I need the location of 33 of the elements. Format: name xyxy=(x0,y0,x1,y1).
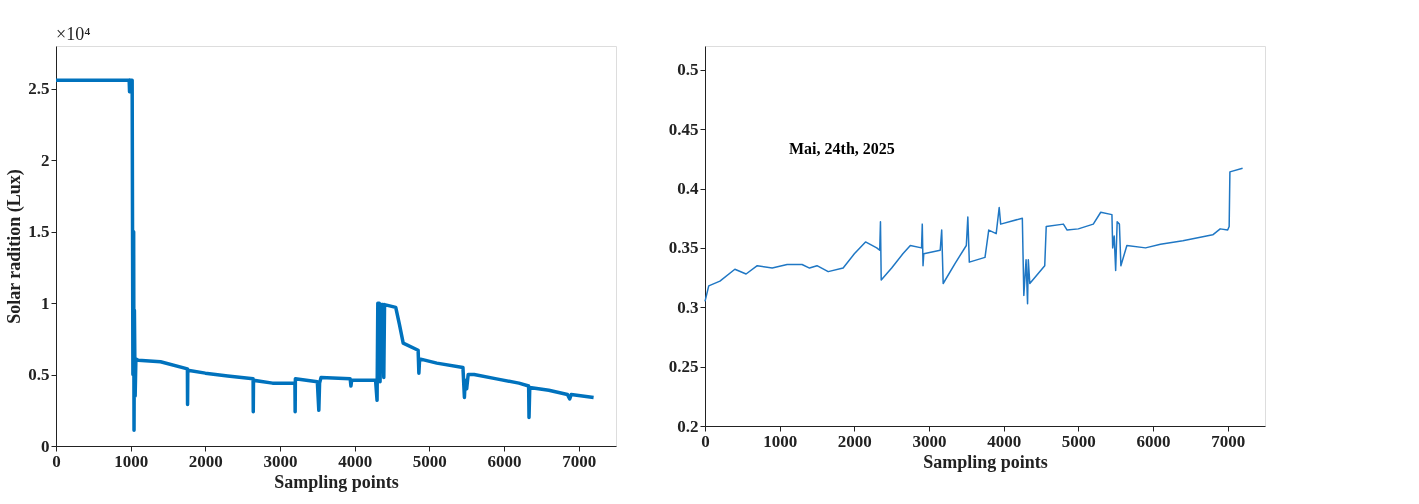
x-axis-title: Sampling points xyxy=(923,451,1048,472)
x-tick-label: 2000 xyxy=(837,431,872,451)
x-tick-label: 1000 xyxy=(763,431,798,451)
y-tick-label: 1 xyxy=(41,293,50,313)
y-tick-label: 0.4 xyxy=(677,179,699,198)
x-tick-label: 7000 xyxy=(562,451,597,471)
text: ×10⁴ xyxy=(56,24,91,44)
y-tick-label: 1.5 xyxy=(28,222,50,242)
x-tick-label: 2000 xyxy=(188,451,223,471)
x-tick-label: 3000 xyxy=(263,451,298,471)
x-tick-label: 5000 xyxy=(1061,431,1096,451)
x-axis-title: Sampling points xyxy=(274,471,399,492)
x-tick-label: 6000 xyxy=(487,451,522,471)
x-tick-label: 6000 xyxy=(1136,431,1171,451)
annotation: Mai, 24th, 2025 xyxy=(789,139,895,157)
y-axis-title: Solar radition (Lux) xyxy=(4,169,26,324)
y-tick-label: 2 xyxy=(41,150,50,170)
y-tick-label: 0.2 xyxy=(677,416,699,436)
y-tick-label: 0.5 xyxy=(28,365,50,385)
y-tick-label: 2.5 xyxy=(28,79,50,99)
y-tick-label: 0.25 xyxy=(668,357,699,377)
x-tick-label: 5000 xyxy=(412,451,447,471)
x-tick-label: 7000 xyxy=(1211,431,1246,451)
x-tick-label: 3000 xyxy=(912,431,947,451)
x-tick-label: 4000 xyxy=(987,431,1022,451)
line-series xyxy=(704,167,1244,305)
line-series xyxy=(54,78,596,433)
y-tick-label: 0.3 xyxy=(677,297,699,317)
y-tick-label: 0.45 xyxy=(668,119,699,139)
y-tick-label: 0.5 xyxy=(677,60,699,80)
x-tick-label: 4000 xyxy=(338,451,373,471)
x-tick-label: 1000 xyxy=(114,451,149,471)
y-tick-label: 0.35 xyxy=(668,238,699,258)
